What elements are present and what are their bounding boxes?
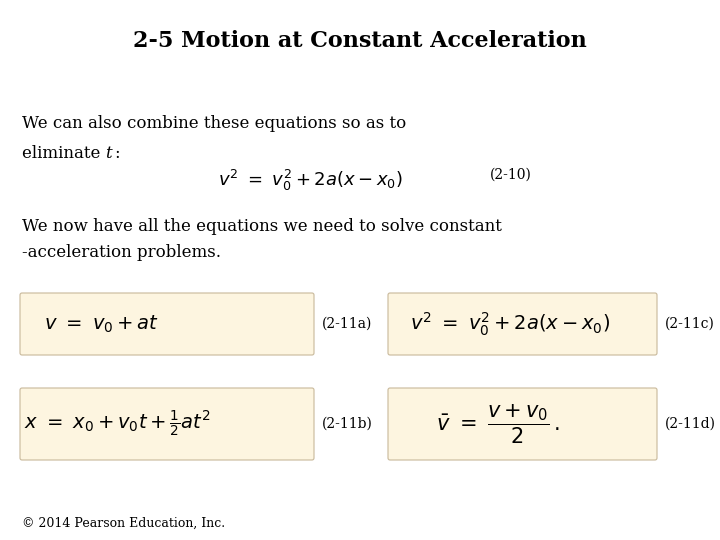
FancyBboxPatch shape	[388, 388, 657, 460]
Text: 2-5 Motion at Constant Acceleration: 2-5 Motion at Constant Acceleration	[133, 30, 587, 52]
Text: $v^2\ =\ v_0^2 + 2a(x - x_0)$: $v^2\ =\ v_0^2 + 2a(x - x_0)$	[217, 168, 402, 193]
Text: (2-10): (2-10)	[490, 168, 532, 182]
Text: © 2014 Pearson Education, Inc.: © 2014 Pearson Education, Inc.	[22, 517, 225, 530]
Text: eliminate: eliminate	[22, 145, 106, 162]
Text: (2-11a): (2-11a)	[322, 317, 372, 331]
Text: We can also combine these equations so as to: We can also combine these equations so a…	[22, 115, 406, 132]
Text: :: :	[114, 145, 120, 162]
Text: (2-11d): (2-11d)	[665, 417, 716, 431]
FancyBboxPatch shape	[20, 293, 314, 355]
Text: -acceleration problems.: -acceleration problems.	[22, 244, 221, 261]
Text: t: t	[105, 145, 112, 162]
Text: $v\ =\ v_0 + at$: $v\ =\ v_0 + at$	[45, 313, 160, 335]
Text: $x\ =\ x_0 + v_0 t + \frac{1}{2}at^2$: $x\ =\ x_0 + v_0 t + \frac{1}{2}at^2$	[24, 409, 210, 439]
Text: We now have all the equations we need to solve constant: We now have all the equations we need to…	[22, 218, 502, 235]
FancyBboxPatch shape	[20, 388, 314, 460]
Text: $\bar{v}\ =\ \dfrac{v + v_0}{2}\,.$: $\bar{v}\ =\ \dfrac{v + v_0}{2}\,.$	[436, 402, 560, 446]
Text: (2-11b): (2-11b)	[322, 417, 373, 431]
FancyBboxPatch shape	[388, 293, 657, 355]
Text: (2-11c): (2-11c)	[665, 317, 715, 331]
Text: $v^2\ =\ v_0^2 + 2a(x - x_0)$: $v^2\ =\ v_0^2 + 2a(x - x_0)$	[410, 310, 610, 338]
